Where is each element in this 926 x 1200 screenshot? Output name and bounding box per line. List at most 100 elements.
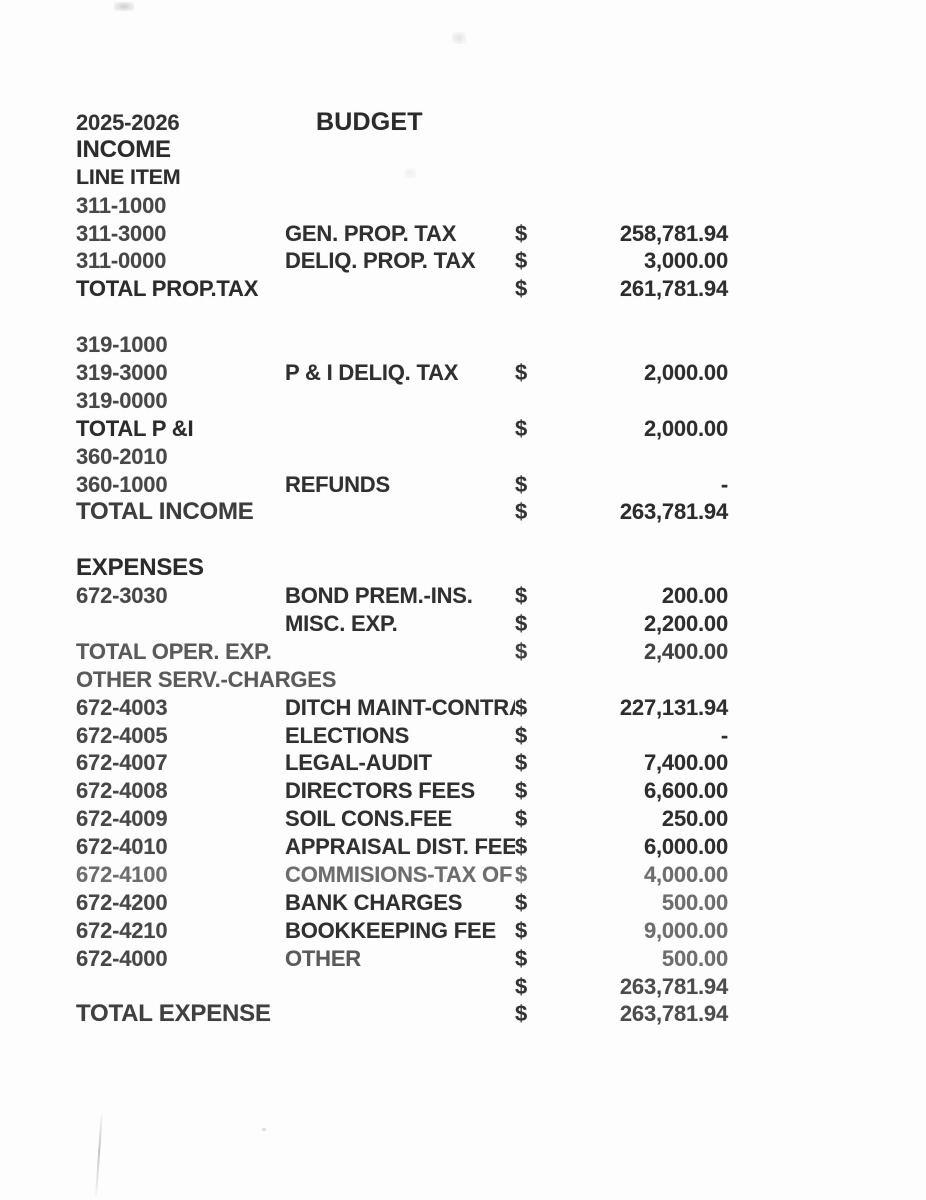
account-code-cell: 672-4200 — [76, 889, 168, 915]
currency-cell: $ — [515, 889, 528, 915]
amount-cell: 258,781.94 — [619, 220, 728, 246]
budget-row: 319-1000 — [0, 331, 926, 359]
account-code-cell: 360-1000 — [76, 471, 168, 497]
amount-cell: 263,781.94 — [619, 1001, 728, 1027]
budget-row: 311-1000 — [0, 192, 926, 220]
amount-cell: 261,781.94 — [619, 276, 728, 302]
budget-row: 672-4008 DIRECTORS FEES $ 6,600.00 — [0, 777, 926, 805]
account-code-cell: TOTAL INCOME — [76, 498, 254, 526]
description-cell: SOIL CONS.FEE — [285, 806, 452, 832]
description-cell: DITCH MAINT-CONTRA — [285, 694, 515, 720]
budget-row: 319-0000 — [0, 387, 926, 415]
budget-row: 672-4200 BANK CHARGES $ 500.00 — [0, 889, 926, 917]
currency-cell: $ — [515, 861, 528, 887]
account-code-cell: 672-4007 — [76, 750, 168, 776]
currency-cell: $ — [515, 834, 528, 860]
account-code-cell: 672-4210 — [76, 917, 168, 943]
budget-row: 360-1000 REFUNDS $ - — [0, 471, 926, 499]
currency-cell: $ — [515, 694, 528, 720]
budget-year: 2025-2026 — [76, 110, 180, 135]
amount-cell: 2,200.00 — [643, 610, 728, 636]
budget-table: INCOME LINE ITEM 311-1000 311-3000 GEN. … — [0, 136, 926, 1029]
description-cell: LEGAL-AUDIT — [285, 750, 432, 776]
account-code-cell: LINE ITEM — [76, 165, 181, 190]
account-code-cell: 672-3030 — [76, 583, 168, 609]
description-cell: BOOKKEEPING FEE — [285, 917, 496, 943]
budget-row: INCOME — [0, 136, 926, 164]
budget-row — [0, 526, 926, 554]
scan-speck-artifact — [262, 1128, 266, 1131]
budget-row: $ 263,781.94 — [0, 973, 926, 1001]
amount-cell: 6,600.00 — [643, 778, 728, 804]
currency-cell: $ — [515, 276, 528, 302]
account-code-cell: TOTAL OPER. EXP. — [76, 638, 272, 664]
currency-cell: $ — [515, 499, 528, 525]
budget-row: 672-4009 SOIL CONS.FEE $ 250.00 — [0, 805, 926, 833]
currency-cell: $ — [515, 973, 528, 999]
account-code-cell: EXPENSES — [76, 554, 204, 582]
description-cell: DELIQ. PROP. TAX — [285, 248, 476, 274]
currency-cell: $ — [515, 248, 528, 274]
currency-cell: $ — [515, 778, 528, 804]
budget-row: 311-0000 DELIQ. PROP. TAX $ 3,000.00 — [0, 247, 926, 275]
amount-cell: 200.00 — [661, 583, 728, 609]
account-code-cell: 319-3000 — [76, 359, 168, 385]
page-title: BUDGET — [316, 108, 423, 136]
currency-cell: $ — [515, 638, 528, 664]
budget-row: 672-4007 LEGAL-AUDIT $ 7,400.00 — [0, 749, 926, 777]
account-code-cell: 672-4003 — [76, 694, 168, 720]
amount-cell: 7,400.00 — [643, 750, 728, 776]
budget-row: 311-3000 GEN. PROP. TAX $ 258,781.94 — [0, 220, 926, 248]
budget-row: 672-4210 BOOKKEEPING FEE $ 9,000.00 — [0, 917, 926, 945]
description-cell: OTHER — [285, 945, 362, 971]
amount-cell: 250.00 — [661, 806, 728, 832]
account-code-cell: 311-0000 — [76, 248, 167, 274]
amount-cell: 3,000.00 — [643, 248, 728, 274]
account-code-cell: OTHER SERV.-CHARGES — [76, 666, 337, 692]
budget-row: EXPENSES — [0, 554, 926, 582]
description-cell: BOND PREM.-INS. — [285, 583, 473, 609]
budget-row — [0, 303, 926, 331]
currency-cell: $ — [515, 917, 528, 943]
amount-cell: - — [720, 471, 728, 497]
budget-row: TOTAL OPER. EXP. $ 2,400.00 — [0, 638, 926, 666]
description-cell: P & I DELIQ. TAX — [285, 359, 459, 385]
description-cell: GEN. PROP. TAX — [285, 220, 457, 246]
currency-cell: $ — [515, 806, 528, 832]
description-cell: APPRAISAL DIST. FEES — [285, 834, 515, 860]
scan-scratch-artifact — [95, 1112, 103, 1196]
budget-row: MISC. EXP. $ 2,200.00 — [0, 610, 926, 638]
currency-cell: $ — [515, 220, 528, 246]
description-cell: MISC. EXP. — [285, 610, 398, 636]
budget-sheet: 2025-2026 BUDGET INCOME LINE ITEM 311-10… — [0, 108, 926, 1028]
amount-cell: 9,000.00 — [643, 917, 728, 943]
account-code-cell: 672-4000 — [76, 945, 168, 971]
account-code-cell: TOTAL PROP.TAX — [76, 276, 259, 302]
amount-cell: 2,000.00 — [643, 415, 728, 441]
account-code-cell: INCOME — [76, 135, 171, 163]
budget-row: TOTAL PROP.TAX $ 261,781.94 — [0, 275, 926, 303]
budget-row: 672-4003 DITCH MAINT-CONTRA $ 227,131.94 — [0, 694, 926, 722]
amount-cell: 6,000.00 — [643, 834, 728, 860]
amount-cell: 263,781.94 — [619, 499, 728, 525]
account-code-cell: 311-3000 — [76, 220, 167, 246]
account-code-cell: 360-2010 — [76, 443, 168, 469]
account-code-cell: 672-4005 — [76, 722, 168, 748]
amount-cell: 2,000.00 — [643, 359, 728, 385]
description-cell: BANK CHARGES — [285, 889, 463, 915]
account-code-cell: 319-0000 — [76, 387, 168, 413]
budget-row: LINE ITEM — [0, 164, 926, 192]
budget-row: 672-4100 COMMISIONS-TAX OF $ 4,000.00 — [0, 861, 926, 889]
description-cell: DIRECTORS FEES — [285, 778, 475, 804]
currency-cell: $ — [515, 750, 528, 776]
account-code-cell: 672-4100 — [76, 861, 168, 887]
budget-row: TOTAL P &I $ 2,000.00 — [0, 415, 926, 443]
description-cell: ELECTIONS — [285, 722, 410, 748]
description-cell: REFUNDS — [285, 471, 390, 497]
amount-cell: 4,000.00 — [643, 861, 728, 887]
currency-cell: $ — [515, 415, 528, 441]
budget-row: OTHER SERV.-CHARGES — [0, 666, 926, 694]
budget-row: 360-2010 — [0, 443, 926, 471]
amount-cell: 263,781.94 — [619, 973, 728, 999]
